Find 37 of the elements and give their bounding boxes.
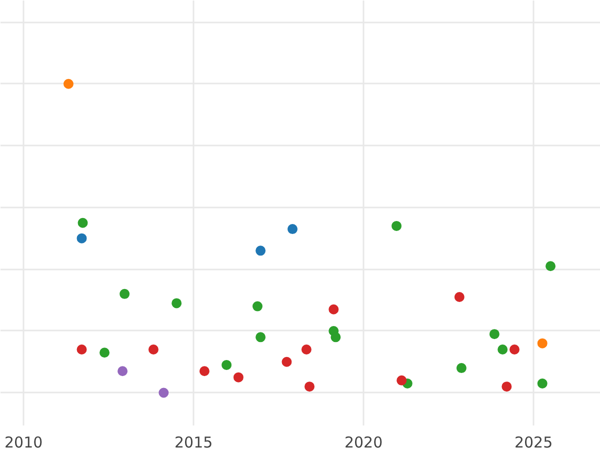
point [233, 372, 244, 382]
point [546, 261, 556, 272]
point [76, 344, 87, 355]
point [76, 233, 87, 244]
point [120, 288, 130, 299]
point [100, 348, 110, 358]
point [256, 332, 266, 342]
point [498, 344, 508, 355]
x-tick-label: 2020 [344, 434, 383, 450]
point [509, 344, 520, 355]
point [78, 218, 88, 228]
point [328, 304, 339, 314]
point [396, 375, 407, 386]
point [392, 220, 402, 231]
point [63, 78, 74, 89]
point [256, 246, 266, 256]
point [330, 332, 341, 342]
point [454, 292, 464, 302]
point [158, 388, 169, 398]
point [199, 366, 210, 376]
point [537, 378, 548, 388]
point [537, 338, 548, 348]
point [288, 224, 298, 234]
point [252, 301, 262, 312]
point [301, 344, 312, 355]
point [502, 382, 512, 392]
x-tick-label: 2015 [174, 434, 213, 450]
point [172, 298, 182, 308]
point [489, 329, 500, 340]
point [222, 360, 232, 370]
x-tick-label: 2025 [514, 434, 553, 450]
point [148, 344, 158, 355]
point [304, 382, 315, 392]
point [118, 366, 128, 376]
point [456, 363, 466, 374]
point [282, 356, 292, 367]
x-tick-label: 2010 [4, 434, 43, 450]
